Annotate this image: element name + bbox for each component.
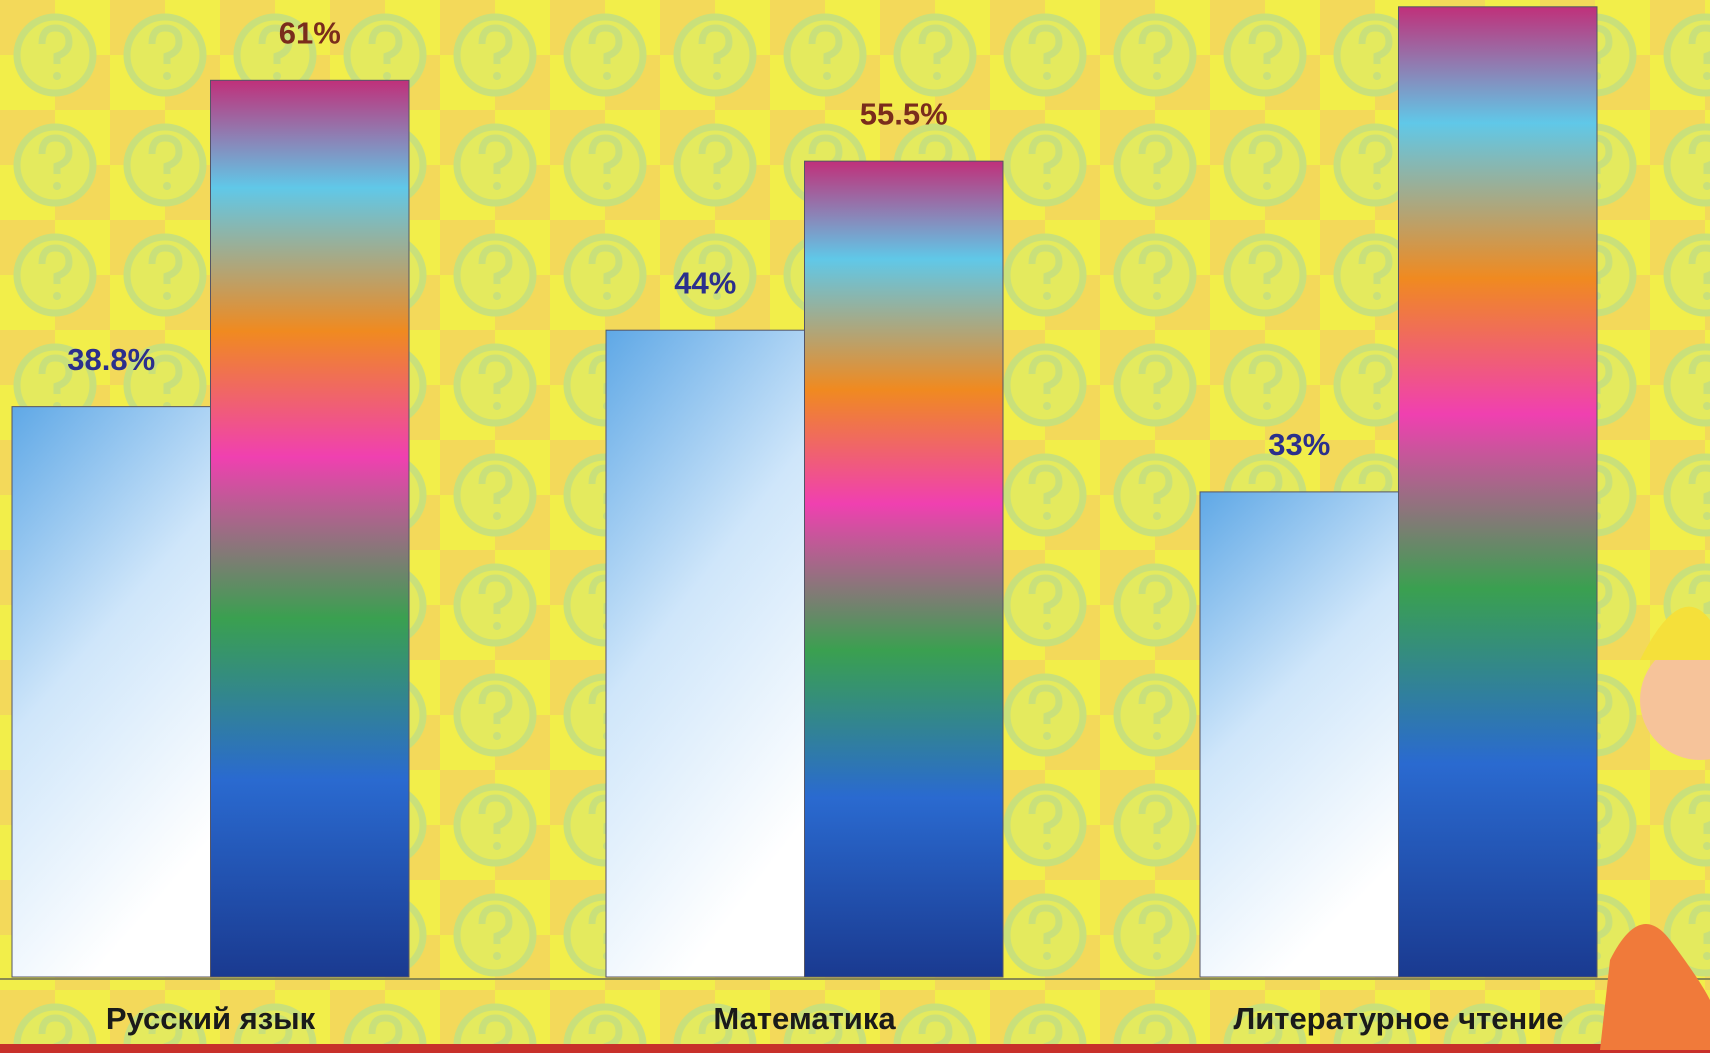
bar	[605, 329, 805, 978]
data-label: 55.5%	[860, 96, 948, 131]
data-label: 38.8%	[67, 342, 155, 377]
data-label: 61%	[279, 15, 341, 50]
data-label: 33%	[1268, 427, 1330, 462]
bar	[1199, 491, 1399, 978]
character	[1600, 606, 1710, 1050]
x-tick-label: Литературное чтение	[1233, 1001, 1563, 1036]
x-tick-label: Русский язык	[106, 1001, 316, 1036]
bar	[210, 79, 410, 978]
data-label: 44%	[674, 265, 736, 300]
bottom-border	[0, 1044, 1710, 1053]
x-tick-label: Математика	[713, 1001, 896, 1036]
bar	[1398, 6, 1598, 978]
bar	[11, 406, 211, 978]
bar	[804, 160, 1004, 978]
